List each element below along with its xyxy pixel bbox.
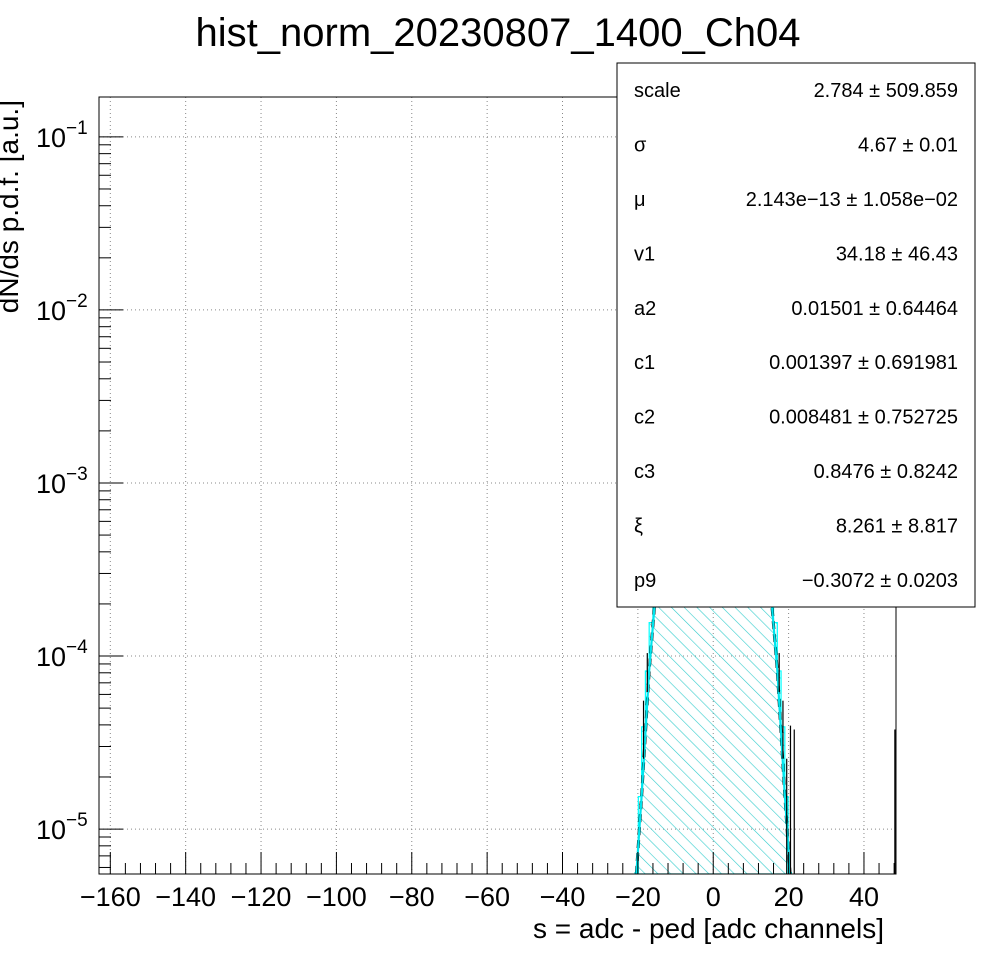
stats-box-frame: [616, 62, 976, 608]
stats-value: 2.143e−13 ± 1.058e−02: [746, 189, 958, 211]
x-tick-label: −140: [155, 882, 216, 912]
y-tick-label: 10−2: [36, 291, 88, 326]
stats-value: 0.008481 ± 0.752725: [769, 407, 958, 429]
stats-name: v1: [634, 243, 655, 265]
stats-box: scale 2.784 ± 509.859 σ 4.67 ± 0.01 μ 2.143e−…: [616, 62, 976, 608]
y-tick-label: 10−5: [36, 810, 88, 845]
stats-name: σ: [634, 135, 647, 157]
x-axis: −160 −140 −120 −100 −80 −60 −40 −20 0 20 40: [80, 852, 895, 912]
x-tick-label: 20: [774, 882, 804, 912]
stats-name: scale: [634, 80, 681, 102]
stats-value: 2.784 ± 509.859: [814, 80, 958, 102]
y-tick-label: 10−3: [36, 464, 88, 499]
x-tick-label: −160: [80, 882, 141, 912]
x-tick-label: −20: [615, 882, 661, 912]
error-bars: [642, 653, 896, 874]
y-tick-label: 10−4: [36, 637, 88, 672]
x-tick-label: −40: [540, 882, 586, 912]
stats-value: 0.01501 ± 0.64464: [791, 298, 958, 320]
stats-name: c3: [634, 461, 655, 483]
stats-name: μ: [634, 189, 646, 211]
x-axis-label: s = adc - ped [adc channels]: [533, 913, 884, 944]
x-tick-label: −60: [464, 882, 510, 912]
stats-name: c2: [634, 407, 655, 429]
x-tick-label: −80: [389, 882, 435, 912]
stats-value: 4.67 ± 0.01: [858, 135, 958, 157]
x-tick-label: −120: [231, 882, 292, 912]
stats-name: a2: [634, 298, 656, 320]
stats-value: 8.261 ± 8.817: [836, 515, 958, 537]
stats-value: 0.001397 ± 0.691981: [769, 352, 958, 374]
stats-name: ξ: [634, 515, 643, 537]
stats-value: 0.8476 ± 0.8242: [814, 461, 958, 483]
chart-title: hist_norm_20230807_1400_Ch04: [196, 11, 801, 55]
stats-name: c1: [634, 352, 655, 374]
x-tick-label: 0: [706, 882, 721, 912]
y-axis-label: dN/ds p.d.f. [a.u.]: [0, 100, 24, 313]
stats-value: −0.3072 ± 0.0203: [802, 570, 958, 592]
stats-value: 34.18 ± 46.43: [836, 243, 958, 265]
y-axis: 10−1 10−2 10−3 10−4 10−5: [36, 118, 123, 868]
stats-name: p9: [634, 570, 656, 592]
x-tick-label: 40: [849, 882, 879, 912]
x-tick-label: −100: [306, 882, 367, 912]
y-tick-label: 10−1: [36, 118, 88, 153]
